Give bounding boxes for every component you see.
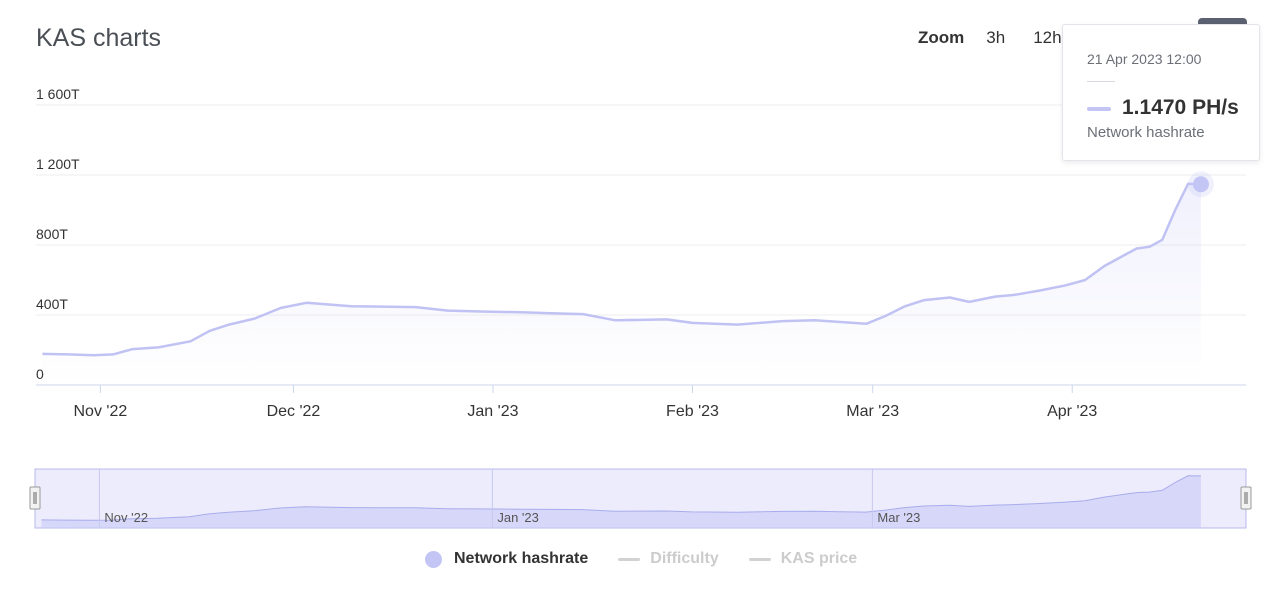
- navigator-line: [41, 475, 1201, 521]
- tooltip-divider: [1087, 81, 1115, 82]
- tooltip-series-swatch: [1087, 107, 1111, 111]
- legend-line-icon: [748, 557, 771, 561]
- tooltip-date: 21 Apr 2023 12:00: [1087, 51, 1202, 67]
- legend-label-difficulty: Difficulty: [650, 550, 719, 567]
- x-tick-label: Mar '23: [846, 403, 899, 420]
- x-tick-label: Jan '23: [467, 403, 518, 420]
- navigator-area: [41, 475, 1201, 528]
- legend-dot-icon: [425, 550, 442, 568]
- legend-label-kas-price: KAS price: [780, 550, 858, 567]
- tooltip-value: 1.1470 PH/s: [1122, 96, 1239, 119]
- zoom-selector: Zoom 3h 12h: [918, 28, 1090, 48]
- hover-point: [1192, 176, 1209, 193]
- y-tick-label: 400T: [36, 296, 68, 312]
- navigator-left-handle[interactable]: [29, 486, 41, 510]
- zoom-label: Zoom: [918, 28, 965, 47]
- tooltip-series-name: Network hashrate: [1087, 124, 1205, 141]
- legend-label-network-hashrate: Network hashrate: [454, 550, 589, 567]
- y-tick-label: 1 200T: [36, 156, 80, 172]
- y-tick-label: 0: [36, 366, 44, 382]
- series-line-network-hashrate: [42, 182, 1201, 357]
- series-area: [42, 183, 1201, 385]
- chart-legend: Network hashrate Difficulty KAS price: [425, 550, 887, 568]
- page-title: KAS charts: [36, 24, 162, 52]
- x-tick-label: Apr '23: [1047, 403, 1097, 420]
- navigator-right-handle[interactable]: [1240, 486, 1252, 510]
- y-tick-label: 1 600T: [36, 86, 80, 102]
- legend-item-kas-price[interactable]: KAS price: [748, 550, 858, 568]
- navigator-tick-label: Nov '22: [104, 510, 148, 525]
- legend-line-icon: [618, 557, 641, 561]
- x-tick-label: Feb '23: [666, 403, 719, 420]
- x-tick-label: Dec '22: [267, 403, 321, 420]
- zoom-12h-button[interactable]: 12h: [1033, 28, 1062, 47]
- zoom-3h-button[interactable]: 3h: [986, 28, 1006, 47]
- y-tick-label: 800T: [36, 226, 68, 242]
- chart-tooltip: 21 Apr 2023 12:00 1.1470 PH/s Network ha…: [1062, 24, 1260, 161]
- navigator-tick-label: Jan '23: [497, 510, 539, 525]
- legend-item-network-hashrate[interactable]: Network hashrate: [425, 550, 588, 568]
- x-tick-label: Nov '22: [73, 403, 127, 420]
- navigator-tick-label: Mar '23: [877, 510, 920, 525]
- legend-item-difficulty[interactable]: Difficulty: [618, 550, 719, 568]
